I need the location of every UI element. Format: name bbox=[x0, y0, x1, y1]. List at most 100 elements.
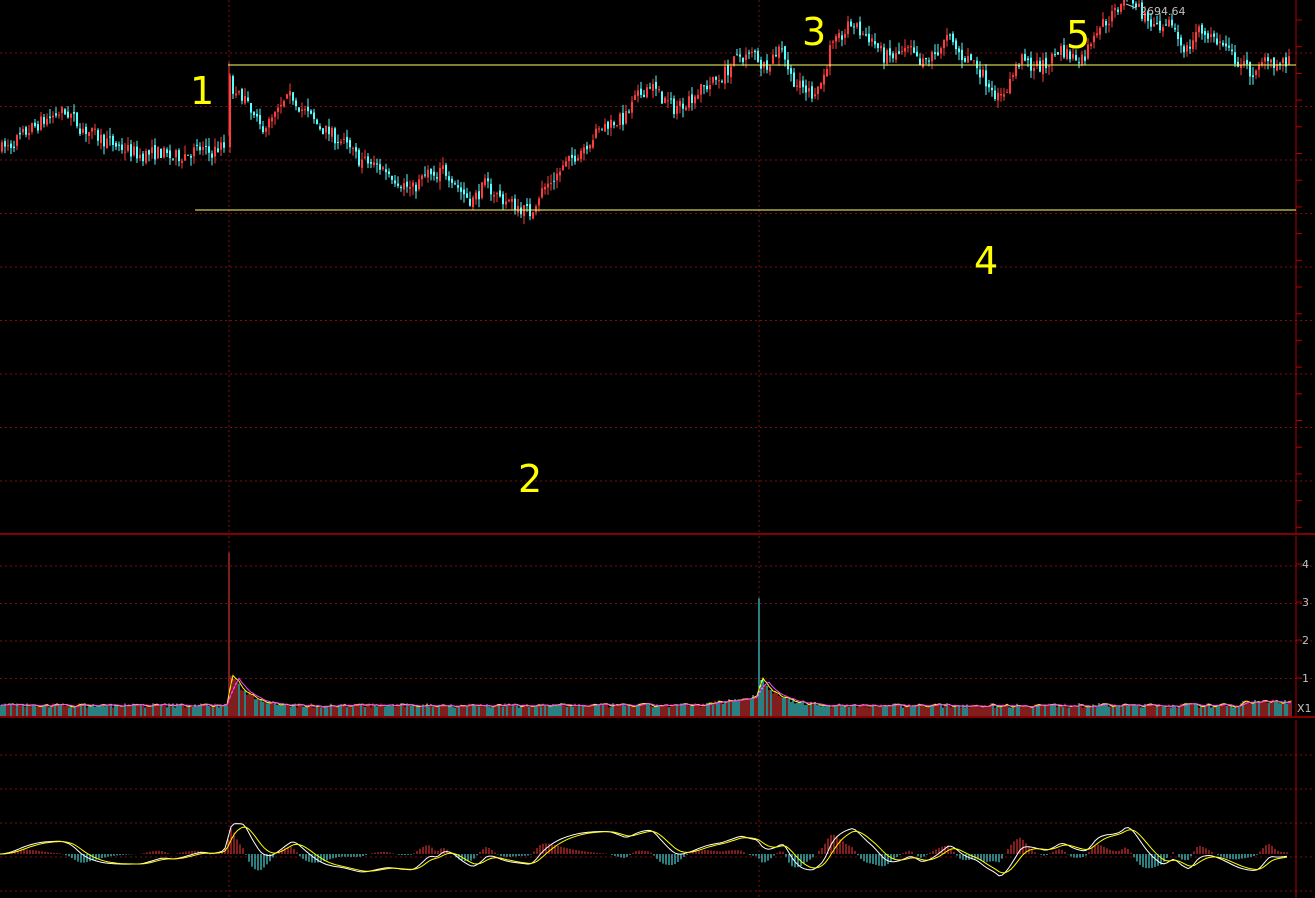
candle-body bbox=[1045, 57, 1047, 69]
candle-body bbox=[307, 106, 309, 112]
candle-body bbox=[709, 85, 711, 90]
candle-body bbox=[484, 178, 486, 185]
candle-body bbox=[1231, 49, 1233, 52]
macd-dea-line bbox=[0, 826, 1288, 874]
candle-body bbox=[847, 21, 849, 34]
candle-body bbox=[907, 46, 909, 48]
candle-body bbox=[715, 76, 717, 80]
candle-body bbox=[202, 147, 204, 150]
candle-body bbox=[16, 135, 18, 146]
candle-body bbox=[772, 54, 774, 64]
candle-body bbox=[1174, 27, 1176, 30]
candle-body bbox=[1120, 4, 1122, 12]
candle-body bbox=[775, 55, 777, 57]
candle-body bbox=[184, 154, 186, 161]
candle-body bbox=[913, 47, 915, 53]
candle-body bbox=[1087, 44, 1089, 59]
candle-body bbox=[976, 60, 978, 69]
candle-body bbox=[982, 69, 984, 77]
candle-body bbox=[283, 100, 285, 107]
candle-body bbox=[1063, 44, 1065, 58]
candle-body bbox=[1147, 11, 1149, 21]
candle-body bbox=[361, 159, 363, 168]
wave-label-5: 5 bbox=[1066, 13, 1090, 57]
candle-body bbox=[31, 123, 33, 132]
candle-body bbox=[367, 156, 369, 164]
candle-body bbox=[493, 194, 495, 197]
candle-body bbox=[1234, 52, 1236, 64]
candle-body bbox=[454, 183, 456, 185]
candle-body bbox=[1018, 64, 1020, 67]
candle-body bbox=[595, 128, 597, 138]
candle-body bbox=[865, 34, 867, 36]
macd-dif-line bbox=[0, 823, 1288, 877]
candle-body bbox=[889, 48, 891, 56]
candle-body bbox=[163, 147, 165, 158]
candle-body bbox=[1054, 54, 1056, 56]
candle-body bbox=[73, 111, 75, 114]
candle-body bbox=[379, 164, 381, 170]
candle-body bbox=[1144, 12, 1146, 22]
candle-body bbox=[757, 51, 759, 62]
candle-body bbox=[265, 128, 267, 132]
candle-body bbox=[148, 150, 150, 155]
candle-body bbox=[808, 88, 810, 92]
candle-body bbox=[1006, 91, 1008, 93]
candle-body bbox=[943, 40, 945, 49]
candle-body bbox=[784, 46, 786, 60]
candle-body bbox=[652, 83, 654, 91]
candle-body bbox=[538, 198, 540, 206]
candle-body bbox=[1084, 56, 1086, 61]
candle-body bbox=[781, 48, 783, 50]
candle-body bbox=[991, 87, 993, 91]
candle-body bbox=[160, 148, 162, 158]
candle-body bbox=[250, 103, 252, 113]
candle-body bbox=[433, 171, 435, 176]
candle-body bbox=[34, 122, 36, 127]
candle-body bbox=[535, 206, 537, 213]
candle-body bbox=[1066, 48, 1068, 59]
candle-body bbox=[445, 164, 447, 176]
candle-body bbox=[568, 155, 570, 162]
candle-body bbox=[598, 128, 600, 130]
candle-body bbox=[199, 146, 201, 151]
candle-body bbox=[517, 206, 519, 213]
candle-body bbox=[1240, 64, 1242, 69]
candle-body bbox=[637, 90, 639, 96]
candle-body bbox=[622, 112, 624, 125]
candle-body bbox=[1036, 60, 1038, 67]
candle-body bbox=[694, 96, 696, 104]
candle-body bbox=[1267, 57, 1269, 62]
candle-body bbox=[778, 46, 780, 58]
candle-body bbox=[1000, 93, 1002, 96]
candle-body bbox=[505, 201, 507, 205]
candle-body bbox=[436, 177, 438, 179]
candle-body bbox=[487, 178, 489, 182]
candle-body bbox=[685, 107, 687, 111]
candle-body bbox=[1222, 42, 1224, 46]
candle-body bbox=[217, 148, 219, 152]
candle-body bbox=[1252, 75, 1254, 78]
candle-body bbox=[211, 153, 213, 158]
wave-labels: 1 2 3 4 5 bbox=[190, 10, 1090, 501]
candle-body bbox=[589, 145, 591, 149]
candle-body bbox=[352, 147, 354, 149]
candle-body bbox=[1009, 78, 1011, 94]
candle-body bbox=[1237, 61, 1239, 67]
candle-body bbox=[289, 91, 291, 96]
candle-body bbox=[1213, 33, 1215, 37]
candle-body bbox=[412, 182, 414, 187]
candle-body bbox=[1027, 58, 1029, 61]
candle-body bbox=[385, 169, 387, 173]
volume-tick-label: 4 bbox=[1302, 558, 1309, 571]
candle-body bbox=[703, 85, 705, 87]
price-panel bbox=[0, 0, 1315, 535]
candle-body bbox=[100, 134, 102, 144]
candle-body bbox=[301, 109, 303, 112]
candle-body bbox=[604, 124, 606, 132]
candle-body bbox=[229, 75, 231, 148]
candle-body bbox=[559, 171, 561, 176]
candle-body bbox=[814, 94, 816, 97]
candle-body bbox=[736, 54, 738, 56]
candle-body bbox=[109, 136, 111, 138]
